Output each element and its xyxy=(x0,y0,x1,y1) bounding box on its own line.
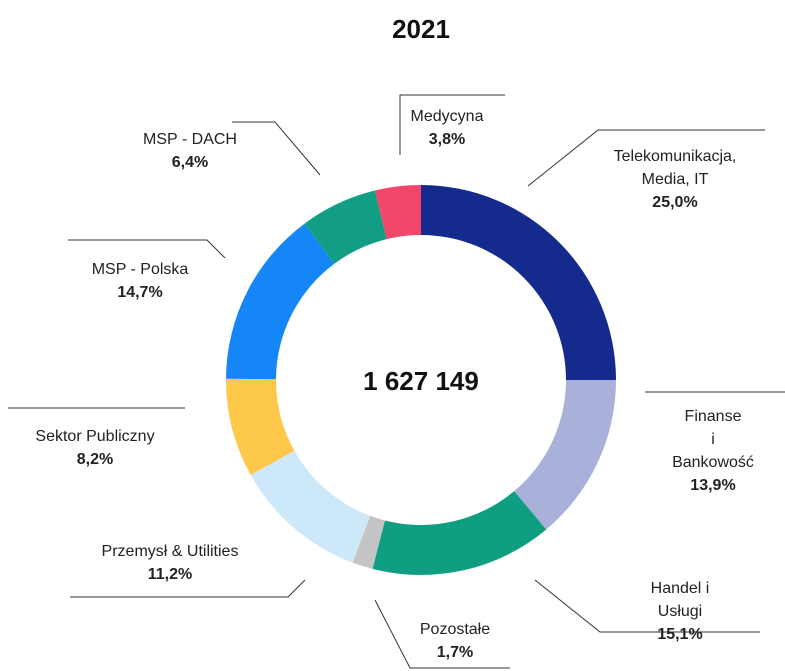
slice-label: MSP - DACH 6,4% xyxy=(143,128,237,174)
category-name: MSP - Polska xyxy=(91,261,189,278)
slice-label: Telekomunikacja, Media, IT 25,0% xyxy=(614,145,737,214)
value-label: 6,4% xyxy=(171,154,209,171)
donut-slice xyxy=(514,380,616,530)
value-label: 3,8% xyxy=(428,131,466,148)
slice-label: Medycyna 3,8% xyxy=(411,105,484,151)
leader-line xyxy=(527,129,765,187)
donut-slice xyxy=(304,190,387,264)
value-label: 14,7% xyxy=(117,284,163,301)
category-name: Finanse i Bankowość xyxy=(672,408,754,471)
leader-line xyxy=(70,579,306,598)
leader-line xyxy=(534,579,760,633)
category-name: Medycyna xyxy=(410,108,484,125)
value-label: 13,9% xyxy=(690,477,736,494)
leader-line xyxy=(232,121,321,176)
category-name: Handel i Usługi xyxy=(650,580,710,620)
slice-label: Pozostałe 1,7% xyxy=(420,618,490,664)
center-label: 1 627 149 xyxy=(363,366,479,396)
donut-slice xyxy=(421,185,616,380)
leader-line xyxy=(68,239,226,259)
slice-label: MSP - Polska 14,7% xyxy=(92,258,189,304)
slice-label: Przemysł & Utilities 11,2% xyxy=(102,540,239,586)
chart-title: 2021 xyxy=(392,14,450,44)
category-name: Sektor Publiczny xyxy=(35,428,155,445)
value-label: 15,1% xyxy=(657,626,703,643)
value-label: 1,7% xyxy=(436,644,474,661)
donut-slice xyxy=(226,223,335,380)
slice-label: Finanse i Bankowość 13,9% xyxy=(672,405,754,497)
leader-line xyxy=(374,599,510,669)
slice-label: Handel i Usługi 15,1% xyxy=(628,577,733,646)
donut-slice xyxy=(374,185,421,240)
donut-slice xyxy=(352,515,385,569)
slice-label: Sektor Publiczny 8,2% xyxy=(35,425,154,471)
category-name: Telekomunikacja, Media, IT xyxy=(613,148,737,188)
donut-slice xyxy=(250,450,371,563)
value-label: 8,2% xyxy=(76,451,114,468)
category-name: MSP - DACH xyxy=(143,131,237,148)
category-name: Przemysł & Utilities xyxy=(101,543,239,560)
donut-slice xyxy=(372,491,547,575)
value-label: 11,2% xyxy=(147,566,193,583)
category-name: Pozostałe xyxy=(419,621,491,638)
donut-slice xyxy=(225,378,295,476)
value-label: 25,0% xyxy=(652,194,698,211)
leader-line xyxy=(399,94,505,155)
